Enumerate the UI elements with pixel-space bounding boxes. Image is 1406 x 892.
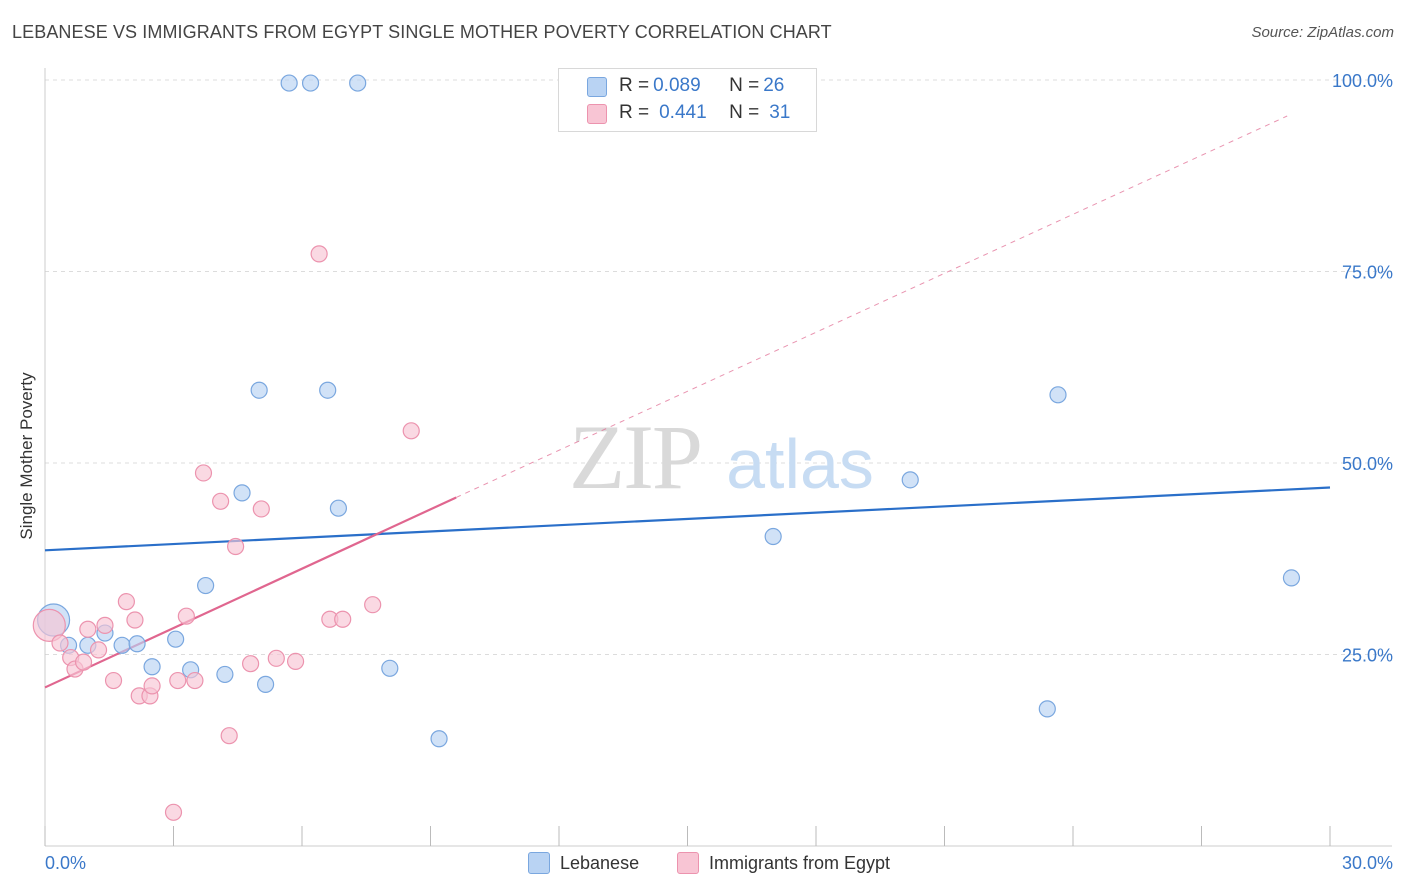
legend-label: Immigrants from Egypt — [709, 852, 891, 873]
legend-label: Lebanese — [560, 852, 640, 873]
n-value: 26 — [763, 75, 785, 96]
point-egypt — [177, 607, 195, 625]
point-lebanese — [143, 658, 161, 676]
point-egypt — [104, 671, 123, 690]
trend-line-lebanese — [44, 486, 1331, 552]
legend-swatch-egypt — [677, 852, 699, 874]
y-tick-label: 75.0% — [1342, 263, 1393, 283]
source-label: Source: ZipAtlas.com — [1251, 24, 1394, 41]
point-lebanese — [764, 527, 782, 546]
point-lebanese — [280, 74, 298, 92]
y-tick-label: 100.0% — [1332, 71, 1393, 91]
legend-item-lebanese: Lebanese — [528, 852, 639, 874]
n-label: N = — [729, 75, 760, 96]
x-tick-label: 30.0% — [1342, 853, 1393, 873]
point-lebanese — [1282, 569, 1301, 587]
chart-title: LEBANESE VS IMMIGRANTS FROM EGYPT SINGLE… — [12, 22, 832, 42]
point-lebanese — [349, 74, 367, 92]
tick-labels: 25.0% 50.0% 75.0% 100.0% 0.0% 30.0% — [45, 71, 1393, 873]
y-axis-label: Single Mother Poverty — [17, 372, 36, 540]
point-egypt — [126, 611, 144, 629]
point-lebanese — [197, 576, 215, 595]
legend-row-egypt: R = 0.441 N = 31 — [619, 101, 790, 125]
point-egypt — [364, 596, 382, 614]
point-egypt — [227, 537, 245, 556]
point-egypt — [220, 727, 238, 745]
legend-swatch-lebanese — [587, 77, 607, 97]
y-tick-label: 25.0% — [1342, 646, 1393, 666]
point-lebanese — [113, 636, 131, 654]
n-value: 31 — [769, 102, 791, 123]
point-egypt — [252, 500, 270, 518]
watermark-zip: ZIP — [569, 406, 701, 508]
point-egypt — [334, 610, 352, 628]
legend-swatch-egypt — [587, 104, 607, 124]
point-egypt — [212, 492, 230, 510]
point-lebanese — [233, 484, 251, 502]
point-lebanese — [167, 630, 185, 648]
x-tick-label: 0.0% — [45, 853, 86, 873]
n-label: N = — [729, 102, 760, 123]
y-tick-label: 50.0% — [1342, 454, 1393, 474]
point-lebanese — [256, 675, 275, 693]
watermark: ZIP atlas — [569, 406, 874, 508]
series-legend: Lebanese Immigrants from Egypt — [0, 852, 1406, 878]
point-egypt — [51, 634, 69, 652]
axes — [44, 68, 1392, 847]
point-egypt — [79, 620, 97, 638]
point-egypt — [402, 422, 420, 440]
point-egypt — [117, 593, 135, 611]
point-lebanese — [430, 730, 448, 748]
point-egypt — [143, 677, 161, 695]
legend-row-lebanese: R = 0.089 N = 26 — [619, 74, 784, 98]
trend-line-egypt — [44, 496, 457, 689]
point-egypt — [286, 652, 305, 670]
point-egypt — [32, 608, 66, 642]
point-lebanese — [901, 471, 919, 489]
point-lebanese — [1038, 700, 1056, 718]
point-lebanese — [319, 381, 337, 399]
trend-lines — [44, 115, 1331, 689]
legend-swatch-lebanese — [528, 852, 550, 874]
watermark-atlas: atlas — [726, 425, 874, 503]
stats-legend: R = 0.089 N = 26 R = 0.441 N = 31 — [558, 68, 817, 132]
point-egypt — [194, 464, 213, 482]
point-egypt — [89, 641, 108, 659]
data-points — [32, 74, 1301, 821]
r-value: 0.441 — [659, 102, 707, 123]
point-lebanese — [250, 381, 268, 399]
point-egypt — [169, 671, 187, 690]
point-egypt — [267, 649, 285, 667]
point-egypt — [242, 655, 260, 673]
r-label: R = — [619, 102, 650, 123]
trend-line-egypt-extended — [455, 115, 1288, 498]
r-value: 0.089 — [653, 75, 701, 96]
legend-item-egypt: Immigrants from Egypt — [677, 852, 890, 874]
point-egypt — [310, 245, 328, 263]
point-egypt — [96, 616, 114, 634]
point-lebanese — [128, 635, 146, 653]
point-lebanese — [381, 659, 399, 677]
point-egypt — [164, 803, 183, 821]
r-label: R = — [619, 75, 650, 96]
point-lebanese — [329, 499, 348, 517]
point-egypt — [74, 653, 93, 671]
point-lebanese — [216, 665, 234, 684]
point-egypt — [186, 671, 204, 690]
point-lebanese — [301, 74, 320, 92]
gridlines — [45, 79, 1392, 655]
point-lebanese — [1049, 386, 1067, 404]
